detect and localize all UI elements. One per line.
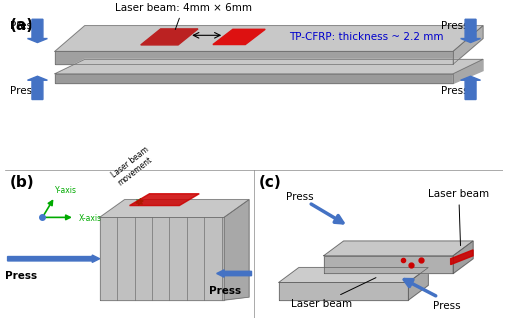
Text: X-axis: X-axis [79, 214, 102, 223]
Text: Press: Press [440, 21, 468, 31]
FancyArrow shape [27, 19, 47, 43]
Text: Press: Press [10, 86, 38, 97]
Polygon shape [100, 217, 224, 300]
Text: Laser beam: 4mm × 6mm: Laser beam: 4mm × 6mm [115, 3, 251, 30]
Polygon shape [408, 268, 428, 300]
FancyArrow shape [461, 19, 481, 43]
Polygon shape [451, 250, 473, 265]
Text: Press: Press [209, 286, 241, 296]
FancyArrow shape [461, 76, 481, 100]
Polygon shape [324, 256, 453, 273]
Text: Press: Press [287, 192, 314, 202]
Polygon shape [141, 29, 198, 45]
Polygon shape [453, 59, 483, 83]
FancyArrow shape [8, 255, 100, 263]
Polygon shape [130, 194, 199, 205]
Text: (b): (b) [10, 175, 35, 190]
Text: Laser beam: Laser beam [292, 278, 376, 308]
Text: Y-axis: Y-axis [55, 186, 77, 195]
Text: Press: Press [433, 301, 461, 311]
Text: Press: Press [10, 21, 38, 31]
Polygon shape [213, 29, 265, 45]
Polygon shape [279, 282, 408, 300]
Polygon shape [55, 59, 483, 74]
FancyArrow shape [27, 76, 47, 100]
Polygon shape [453, 241, 473, 273]
Polygon shape [224, 200, 249, 300]
Text: Laser beam: Laser beam [428, 189, 489, 246]
Polygon shape [453, 26, 483, 64]
Text: Laser beam
movement: Laser beam movement [110, 145, 157, 188]
Text: Press: Press [440, 86, 468, 97]
Text: Press: Press [5, 272, 37, 282]
Polygon shape [279, 268, 428, 282]
Polygon shape [55, 51, 453, 64]
Polygon shape [55, 74, 453, 83]
Text: (a): (a) [10, 18, 34, 33]
FancyArrow shape [216, 270, 251, 277]
Text: (c): (c) [259, 175, 282, 190]
Text: TP-CFRP: thickness ~ 2.2 mm: TP-CFRP: thickness ~ 2.2 mm [289, 32, 443, 42]
Polygon shape [55, 26, 483, 51]
Polygon shape [100, 200, 249, 217]
Polygon shape [324, 241, 473, 256]
